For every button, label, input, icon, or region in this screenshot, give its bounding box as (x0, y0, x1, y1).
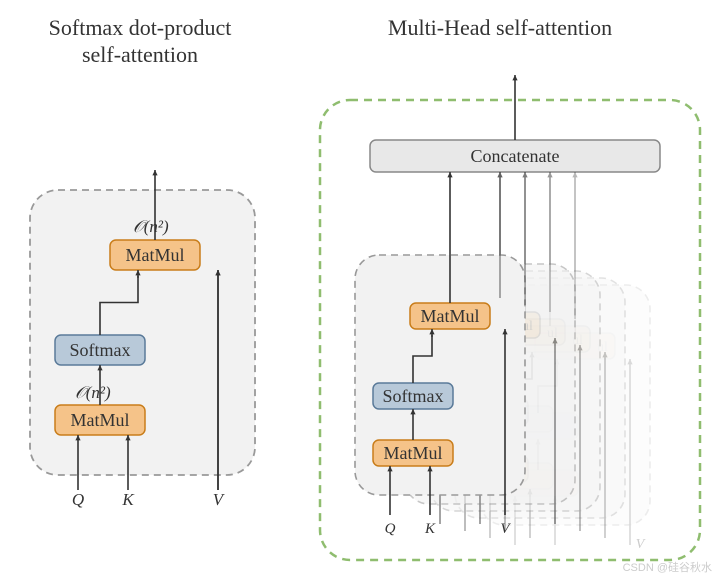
svg-text:Q: Q (72, 490, 84, 509)
svg-text:K: K (121, 490, 135, 509)
svg-text:Concatenate: Concatenate (471, 146, 560, 166)
svg-text:MatMul: MatMul (70, 410, 129, 430)
svg-text:Multi-Head self-attention: Multi-Head self-attention (388, 15, 612, 40)
watermark: CSDN @硅谷秋水 (623, 559, 712, 575)
svg-text:MatMul: MatMul (420, 306, 479, 326)
svg-text:K: K (424, 521, 436, 537)
right-multihead-block: ConcatenateululululMatMulSoftmaxMatMulQK… (320, 75, 700, 560)
svg-text:Softmax: Softmax (383, 386, 444, 406)
svg-text:Q: Q (385, 521, 396, 537)
left-attention-block: MatMulSoftmaxMatMul𝒪(n²)𝒪(n²)QKV (30, 170, 255, 509)
svg-text:Softmax dot-product: Softmax dot-product (49, 15, 232, 40)
svg-text:MatMul: MatMul (383, 443, 442, 463)
svg-text:𝒪(n²): 𝒪(n²) (133, 217, 169, 236)
svg-text:V: V (636, 537, 646, 552)
svg-text:MatMul: MatMul (125, 245, 184, 265)
svg-text:𝒪(n²): 𝒪(n²) (75, 383, 111, 402)
svg-text:Softmax: Softmax (70, 340, 131, 360)
svg-text:self-attention: self-attention (82, 42, 198, 67)
